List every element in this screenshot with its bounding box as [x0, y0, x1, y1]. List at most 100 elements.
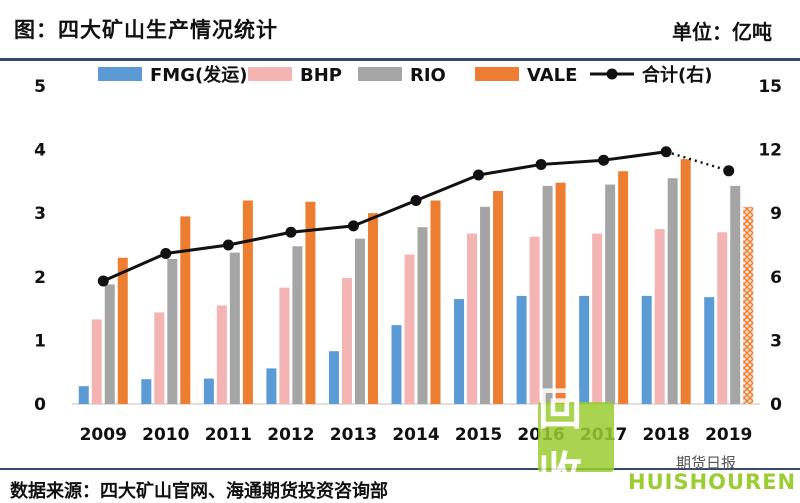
total-line-point	[222, 239, 234, 251]
legend-swatch	[358, 67, 402, 81]
y2-tick-label: 12	[758, 141, 782, 161]
total-line-point	[473, 169, 485, 181]
bar-bhp	[341, 278, 352, 404]
legend-swatch	[248, 67, 292, 81]
x-tick-label: 2014	[392, 425, 439, 445]
total-line-segment	[665, 150, 730, 172]
bar-fmg	[391, 325, 402, 404]
bar-vale	[430, 200, 441, 404]
total-line-segment	[540, 158, 604, 166]
bar-bhp	[654, 229, 665, 404]
x-tick-label: 2011	[205, 425, 252, 445]
total-line-segment	[228, 230, 292, 247]
watermark-text: HUISHOUREN	[628, 470, 797, 494]
y2-tick-label: 15	[758, 77, 782, 97]
total-line-point	[97, 275, 109, 287]
bar-fmg	[141, 379, 152, 404]
legend-label: FMG(发运)	[150, 64, 247, 86]
legend-swatch	[475, 67, 519, 81]
legend-label: BHP	[300, 65, 342, 86]
left-axis: 0 1 2 3 4 5	[34, 77, 46, 415]
total-line-segment	[352, 199, 417, 228]
y-tick-label: 1	[34, 331, 46, 351]
total-line-segment	[290, 224, 354, 234]
legend-swatch-point	[606, 68, 618, 80]
bar-bhp	[717, 232, 728, 404]
bar-vale	[180, 216, 191, 404]
x-tick-label: 2019	[705, 425, 752, 445]
bar-fmg	[579, 295, 590, 404]
bar-vale	[117, 257, 128, 404]
x-tick-label: 2012	[267, 425, 314, 445]
bar-rio	[480, 206, 491, 404]
x-tick-label: 2009	[80, 425, 127, 445]
total-line-segment	[102, 252, 167, 283]
bar-bhp	[279, 287, 290, 404]
y-tick-label: 2	[34, 268, 46, 288]
bar-bhp	[404, 254, 415, 404]
bar-fmg	[328, 351, 339, 404]
bar-rio	[104, 284, 115, 404]
bar-rio	[229, 252, 240, 404]
legend-swatch	[98, 67, 142, 81]
watermark-logo: 回收	[538, 384, 614, 499]
bar-vale	[743, 206, 754, 404]
bar-bhp	[216, 305, 227, 404]
y2-tick-label: 9	[770, 204, 782, 224]
chart-footer: 数据来源：四大矿山官网、海通期货投资咨询部	[0, 468, 800, 502]
bar-rio	[605, 184, 616, 404]
bar-rio	[730, 185, 741, 404]
y-tick-label: 0	[34, 395, 46, 415]
unit-label: 单位：亿吨	[672, 20, 772, 44]
bar-bhp	[529, 236, 540, 404]
bar-fmg	[454, 299, 465, 404]
total-line-point	[535, 158, 547, 170]
watermark-brand: 期货日报	[676, 454, 737, 472]
legend-label: RIO	[410, 65, 446, 86]
total-line-series	[97, 146, 735, 287]
bar-bhp	[592, 233, 603, 404]
x-tick-label: 2015	[455, 425, 502, 445]
bar-fmg	[203, 378, 214, 404]
chart-header: 图：四大矿山生产情况统计 单位：亿吨	[0, 0, 800, 61]
bar-vale	[618, 171, 629, 404]
bar-rio	[667, 178, 678, 404]
y2-tick-label: 0	[770, 395, 782, 415]
legend-label: VALE	[527, 65, 577, 86]
bar-vale	[680, 159, 691, 404]
chart-title: 图：四大矿山生产情况统计	[14, 18, 278, 42]
total-line-point	[410, 194, 422, 206]
total-line-point	[723, 165, 735, 177]
total-line-segment	[603, 150, 667, 162]
bar-bhp	[91, 319, 102, 404]
bar-vale	[305, 201, 316, 404]
chart-legend: FMG(发运) BHP RIO VALE 合计(右)	[98, 64, 712, 86]
bar-vale	[493, 190, 504, 404]
y-tick-label: 4	[34, 141, 46, 161]
total-line-segment	[478, 162, 542, 177]
y-tick-label: 3	[34, 204, 46, 224]
y2-tick-label: 6	[770, 268, 782, 288]
total-line-point	[660, 146, 672, 158]
bar-rio	[292, 246, 303, 404]
bar-rio	[417, 227, 428, 404]
total-line-point	[598, 154, 610, 166]
bar-rio	[167, 258, 178, 404]
bar-vale	[555, 182, 566, 404]
bar-fmg	[266, 368, 277, 404]
x-tick-label: 2013	[330, 425, 377, 445]
total-line-segment	[165, 243, 229, 255]
bar-vale	[367, 213, 378, 404]
total-line-point	[285, 226, 297, 238]
x-axis: 2009201020112012201320142015201620172018…	[72, 403, 760, 445]
bar-bhp	[467, 233, 478, 404]
total-line-point	[160, 247, 172, 259]
legend-label: 合计(右)	[642, 64, 712, 86]
total-line-point	[347, 220, 359, 232]
bar-fmg	[78, 386, 89, 404]
bar-fmg	[641, 295, 652, 404]
source-note: 数据来源：四大矿山官网、海通期货投资咨询部	[10, 481, 388, 502]
bar-vale	[242, 200, 253, 404]
bar-bhp	[154, 312, 165, 404]
